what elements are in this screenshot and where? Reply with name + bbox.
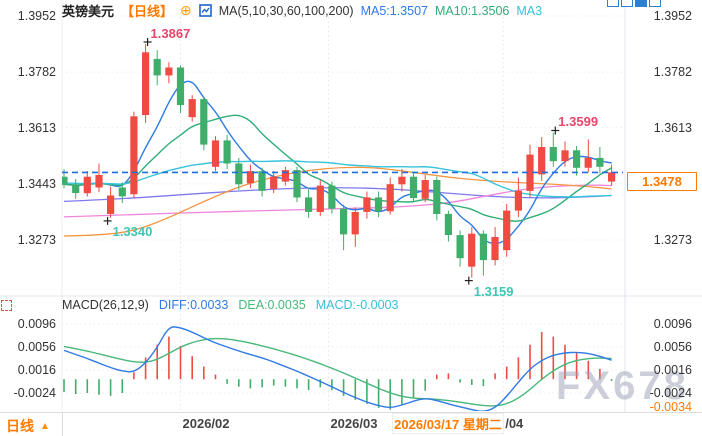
period-selector[interactable]: 日线 ▲: [6, 416, 50, 436]
current-price-badge: 1.3478: [627, 172, 697, 191]
macd-header: MACD(26,12,9) DIFF:0.0033 DEA:0.0035 MAC…: [62, 298, 398, 312]
candlestick-series: [62, 44, 616, 278]
period-label: 日线: [6, 418, 34, 434]
extreme-high-label: 1.3867: [150, 26, 191, 42]
extreme-mark-icon: [143, 38, 152, 46]
x-axis-month-label: 2026/03: [330, 416, 378, 431]
macd-readout: MACD:-0.0003: [315, 298, 399, 312]
period-tag[interactable]: 【日线】: [121, 4, 174, 19]
indicator-chart-icon[interactable]: [198, 4, 212, 17]
ma5-readout: MA5:1.3507: [360, 3, 429, 18]
main-chart-header: 英镑美元 【日线】 ⊕ MA(5,10,30,60,100,200) MA5:1…: [62, 1, 542, 20]
extreme-low-label: 1.3340: [112, 223, 153, 239]
x-axis-partial-label: /04: [505, 416, 524, 431]
y-axis-label-left: 1.3782: [17, 65, 56, 80]
ma60-line: [63, 187, 612, 203]
extreme-low-label: 1.3159: [473, 283, 514, 299]
macd-title: MACD(26,12,9): [62, 298, 149, 312]
x-axis-month-label: 2026/02: [182, 416, 230, 431]
y-axis-label-right: 1.3952: [653, 9, 692, 23]
y-axis-label-left: 1.3443: [17, 176, 56, 191]
y-axis-label-left: 1.3952: [17, 9, 56, 23]
diff-readout: DIFF:0.0033: [158, 298, 229, 312]
time-axis-strip: [0, 412, 702, 436]
extreme-mark-icon: [551, 126, 560, 135]
ma10-readout: MA10:1.3506: [435, 3, 510, 18]
y-axis-label-right: 1.3782: [653, 65, 692, 80]
macd-axis-label-left: 0.0056: [17, 340, 56, 354]
extreme-mark-icon: [464, 276, 473, 285]
crosshair-date-badge: 2026/03/17 星期二: [392, 413, 504, 434]
ma5-line: [63, 80, 612, 245]
chart-toolbar: [607, 0, 661, 7]
y-axis-label-right: 1.3273: [653, 233, 692, 247]
dea-line: [63, 337, 612, 407]
macd-axis-label-left: 0.0096: [17, 317, 56, 331]
y-axis-label-left: 1.3273: [17, 233, 56, 247]
watermark: FX678: [556, 364, 689, 408]
add-compare-icon[interactable]: ⊕: [180, 2, 192, 18]
ma30-readout: MA3: [516, 3, 543, 18]
zoom-in-chart-icon[interactable]: [621, 0, 633, 7]
crosshair-icon[interactable]: [607, 0, 619, 7]
macd-axis-label-right: 0.0016: [653, 363, 692, 377]
macd-axis-label-left: 0.0016: [17, 363, 56, 377]
macd-axis-label-left: -0.0024: [13, 386, 56, 400]
macd-axis-label-right: -0.0024: [649, 386, 692, 400]
extreme-high-label: 1.3599: [558, 114, 599, 130]
ma10-line: [63, 114, 612, 222]
y-axis-label-right: 1.3613: [653, 120, 692, 135]
ma-settings-label: MA(5,10,30,60,100,200): [218, 3, 354, 18]
chevron-up-icon: ▲: [40, 420, 50, 432]
macd-axis-label-right: 0.0056: [653, 340, 692, 354]
ma200-line: [63, 166, 612, 237]
zoom-out-chart-icon[interactable]: [635, 0, 647, 7]
diff-line: [63, 326, 612, 411]
symbol-name: 英镑美元: [62, 4, 115, 19]
y-axis-label-left: 1.3613: [17, 120, 56, 135]
extreme-mark-icon: [103, 216, 112, 225]
macd-axis-label-right: 0.0096: [653, 317, 692, 331]
panel-handle-icon[interactable]: [1, 300, 12, 311]
collapse-panel-icon[interactable]: [649, 0, 661, 7]
ma100-line: [63, 184, 612, 218]
macd-histogram: [63, 332, 613, 410]
strip-divider: [62, 412, 63, 436]
macd-current-value: -0.0034: [649, 400, 692, 414]
dea-readout: DEA:0.0035: [238, 298, 306, 312]
